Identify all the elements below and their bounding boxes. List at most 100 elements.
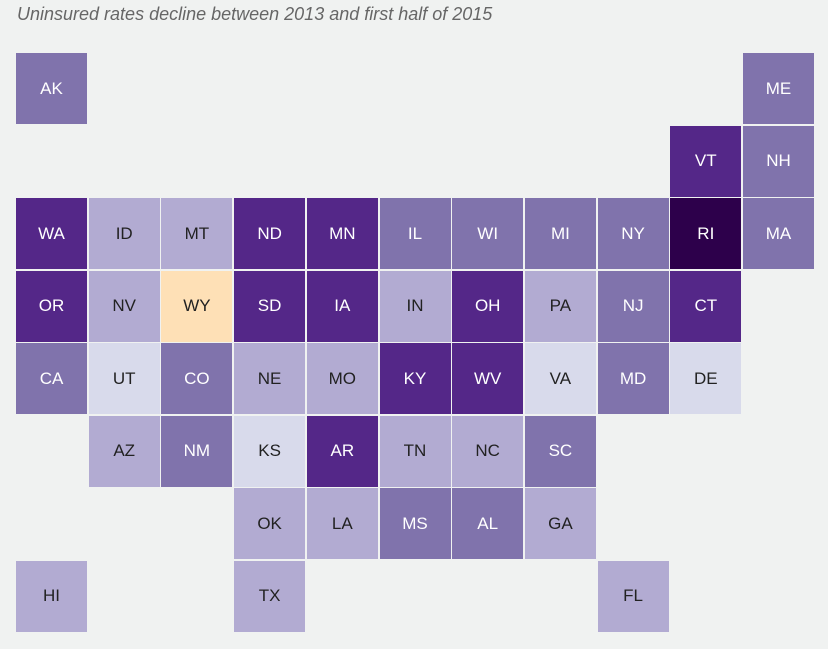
- state-tile-ok: OK: [234, 488, 306, 559]
- state-tile-nm: NM: [161, 415, 233, 487]
- state-tile-va: VA: [524, 343, 596, 414]
- state-label: DE: [693, 368, 718, 388]
- state-label: VT: [694, 151, 717, 170]
- state-label: TN: [403, 441, 427, 460]
- state-tile-sc: SC: [524, 415, 596, 487]
- state-tile-wi: WI: [452, 198, 524, 269]
- state-label: AL: [477, 513, 499, 533]
- state-label: NV: [112, 296, 136, 315]
- state-label: MA: [765, 223, 792, 243]
- state-tile-ks: KS: [234, 415, 306, 487]
- state-label: NH: [766, 151, 791, 170]
- state-tile-wv: WV: [452, 343, 524, 414]
- state-tile-hi: HI: [16, 560, 87, 632]
- state-label: IL: [407, 223, 423, 243]
- state-tile-nd: ND: [234, 198, 306, 269]
- state-label: WY: [183, 296, 211, 315]
- state-tile-nv: NV: [88, 270, 160, 342]
- state-label: FL: [623, 586, 644, 605]
- state-label: KS: [258, 441, 281, 460]
- state-tile-sd: SD: [234, 270, 306, 342]
- state-label: MI: [550, 223, 570, 243]
- state-tile-de: DE: [670, 343, 742, 414]
- state-tile-mo: MO: [306, 343, 378, 414]
- state-tile-oh: OH: [452, 270, 524, 342]
- state-tile-fl: FL: [597, 560, 669, 632]
- state-tile-ar: AR: [306, 415, 378, 487]
- state-label: WV: [473, 368, 502, 388]
- state-label: CT: [694, 296, 718, 315]
- state-tile-nh: NH: [743, 125, 814, 197]
- state-tile-ut: UT: [88, 343, 160, 414]
- state-tile-il: IL: [379, 198, 451, 269]
- state-tile-ky: KY: [379, 343, 451, 414]
- state-tile-nc: NC: [452, 415, 524, 487]
- state-tile-ne: NE: [234, 343, 306, 414]
- state-label: RI: [697, 223, 715, 243]
- state-tile-mi: MI: [524, 198, 596, 269]
- state-tile-ri: RI: [670, 198, 742, 269]
- state-label: NE: [257, 368, 282, 388]
- state-label: NJ: [622, 296, 644, 315]
- state-tile-ma: MA: [743, 198, 814, 269]
- state-label: GA: [548, 513, 573, 533]
- state-label: NM: [183, 441, 211, 460]
- state-label: OR: [38, 296, 65, 315]
- state-tile-ca: CA: [16, 343, 87, 414]
- state-tile-al: AL: [452, 488, 524, 559]
- state-label: MT: [184, 223, 210, 243]
- state-label: ME: [765, 78, 792, 98]
- state-tile-tx: TX: [234, 560, 306, 632]
- state-tile-ia: IA: [306, 270, 378, 342]
- state-label: KY: [403, 368, 427, 388]
- state-tile-mn: MN: [306, 198, 378, 269]
- chart-title: Uninsured rates decline between 2013 and…: [17, 4, 493, 24]
- state-tile-md: MD: [597, 343, 669, 414]
- state-tile-wa: WA: [16, 198, 87, 269]
- state-label: MO: [328, 368, 356, 388]
- state-label: LA: [331, 513, 353, 533]
- state-label: WI: [477, 223, 499, 243]
- state-label: WA: [38, 223, 65, 243]
- state-label: VA: [549, 368, 572, 388]
- state-label: IA: [334, 296, 351, 315]
- state-label: MS: [402, 513, 428, 533]
- state-label: AZ: [113, 441, 136, 460]
- state-tile-me: ME: [743, 53, 814, 124]
- state-label: AR: [330, 441, 355, 460]
- state-label: OK: [257, 513, 282, 533]
- state-tile-id: ID: [88, 198, 160, 269]
- state-label: SC: [548, 441, 573, 460]
- state-tile-ak: AK: [16, 53, 87, 124]
- state-label: MD: [619, 368, 647, 388]
- state-label: HI: [43, 586, 60, 605]
- state-label: CA: [39, 368, 64, 388]
- state-tile-la: LA: [306, 488, 378, 559]
- state-tile-ms: MS: [379, 488, 451, 559]
- state-tile-ny: NY: [597, 198, 669, 269]
- state-tile-or: OR: [16, 270, 87, 342]
- state-label: PA: [549, 296, 572, 315]
- state-label: IN: [406, 296, 424, 315]
- state-label: OH: [474, 296, 501, 315]
- state-tile-tn: TN: [379, 415, 451, 487]
- state-tile-ct: CT: [670, 270, 742, 342]
- state-tile-in: IN: [379, 270, 451, 342]
- state-label: UT: [112, 368, 136, 388]
- state-label: NC: [475, 441, 500, 460]
- state-tile-vt: VT: [670, 125, 742, 197]
- state-label: MN: [329, 223, 356, 243]
- state-label: AK: [40, 78, 63, 98]
- state-label: SD: [257, 296, 282, 315]
- state-tile-mt: MT: [161, 198, 233, 269]
- state-label: TX: [258, 586, 281, 605]
- state-tile-az: AZ: [88, 415, 160, 487]
- state-tile-nj: NJ: [597, 270, 669, 342]
- state-tile-ga: GA: [524, 488, 596, 559]
- state-tile-co: CO: [161, 343, 233, 414]
- state-label: CO: [184, 368, 210, 388]
- state-label: ID: [115, 223, 133, 243]
- state-label: ND: [257, 223, 282, 243]
- state-label: NY: [621, 223, 645, 243]
